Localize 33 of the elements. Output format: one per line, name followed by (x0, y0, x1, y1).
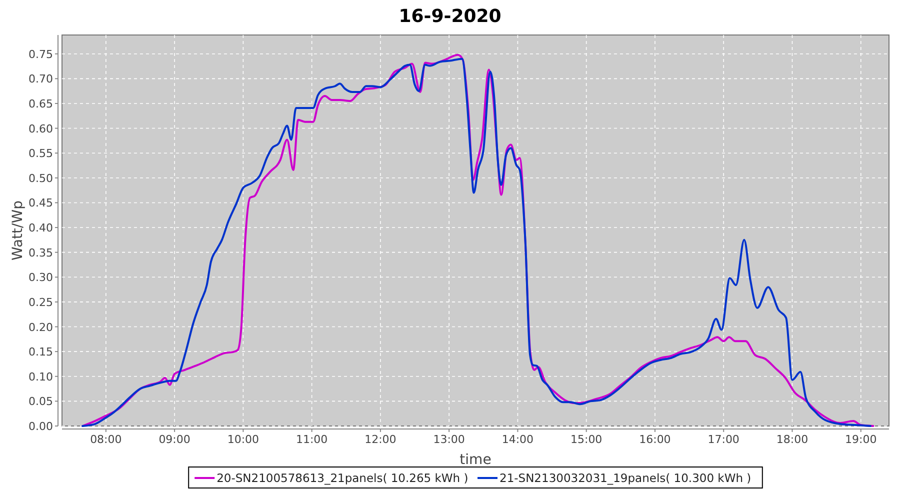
legend-label: 20-SN2100578613_21panels( 10.265 kWh ) (216, 471, 468, 485)
y-tick-label: 0.60 (28, 122, 53, 136)
x-tick-label: 16:00 (639, 433, 671, 446)
x-tick-label: 18:00 (776, 433, 808, 446)
legend-label: 21-SN2130032031_19panels( 10.300 kWh ) (500, 471, 752, 485)
y-tick-label: 0.30 (28, 271, 53, 284)
y-axis-title: Watt/Wp (10, 200, 26, 260)
x-axis-title: time (460, 452, 492, 468)
y-tick-label: 0.25 (28, 296, 53, 309)
y-tick-label: 0.50 (28, 172, 53, 185)
x-tick-label: 08:00 (90, 433, 122, 446)
y-tick-label: 0.00 (28, 420, 53, 433)
x-tick-label: 10:00 (227, 433, 260, 446)
x-tick-label: 11:00 (296, 433, 328, 446)
y-tick-label: 0.35 (28, 246, 53, 260)
x-tick-label: 12:00 (364, 433, 396, 446)
chart-title: 16-9-2020 (398, 6, 502, 27)
y-tick-label: 0.55 (28, 147, 53, 160)
x-tick-label: 09:00 (158, 433, 190, 446)
y-tick-label: 0.45 (28, 196, 53, 210)
y-tick-label: 0.75 (28, 48, 53, 61)
y-tick-label: 0.05 (28, 395, 53, 408)
x-tick-label: 17:00 (708, 433, 740, 446)
x-tick-label: 19:00 (845, 433, 877, 446)
y-tick-label: 0.70 (28, 72, 53, 86)
x-tick-label: 15:00 (570, 433, 602, 446)
y-tick-label: 0.40 (28, 222, 53, 235)
y-tick-label: 0.20 (28, 320, 53, 334)
y-tick-label: 0.10 (28, 370, 53, 384)
y-tick-label: 0.15 (28, 346, 53, 359)
x-tick-label: 13:00 (433, 433, 465, 446)
x-tick-label: 14:00 (502, 433, 534, 446)
y-tick-label: 0.65 (28, 97, 53, 110)
